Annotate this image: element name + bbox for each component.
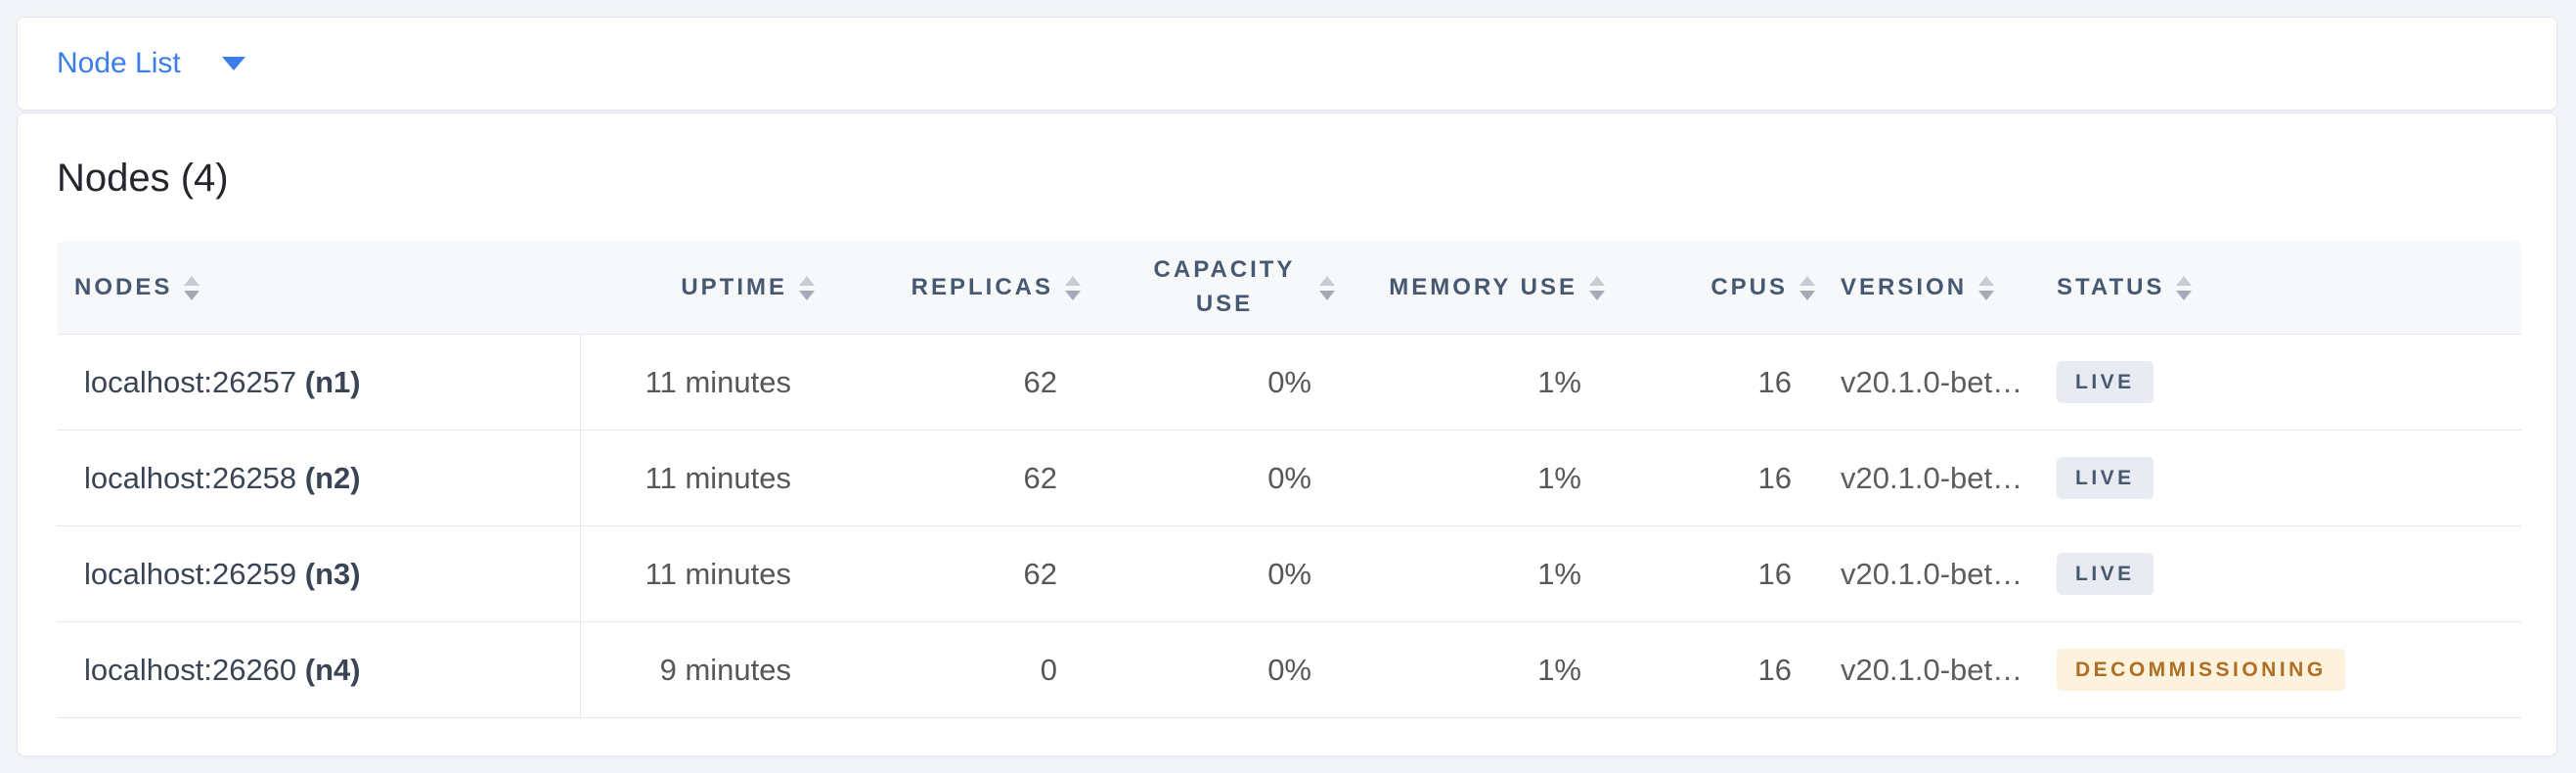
node-list-dropdown-label: Node List (57, 47, 181, 79)
nodes-table: NODES UPTIME REPLICAS (57, 242, 2521, 718)
memory-use-cell: 1% (1335, 430, 1605, 526)
node-id: (n2) (304, 460, 361, 495)
node-address-cell[interactable]: localhost:26258 (n2) (57, 430, 581, 526)
capacity-use-cell: 0% (1081, 525, 1335, 622)
sort-arrows-icon (1589, 275, 1605, 300)
column-label: UPTIME (681, 274, 787, 300)
column-label: STATUS (2057, 274, 2165, 300)
node-list-dropdown[interactable]: Node List (57, 49, 245, 78)
column-header-status[interactable]: STATUS (2032, 242, 2521, 335)
node-address-cell[interactable]: localhost:26257 (n1) (57, 334, 581, 431)
node-id: (n3) (304, 556, 361, 591)
column-label: VERSION (1841, 274, 1968, 300)
replicas-cell: 62 (815, 430, 1081, 526)
sort-arrows-icon (799, 275, 815, 300)
column-label: NODES (74, 274, 173, 300)
node-id: (n1) (304, 364, 361, 399)
version-cell: v20.1.0-bet… (1815, 621, 2032, 718)
view-selector-bar: Node List (17, 17, 2557, 111)
node-address-cell[interactable]: localhost:26259 (n3) (57, 525, 581, 622)
cpus-cell: 16 (1605, 430, 1815, 526)
uptime-cell: 11 minutes (580, 430, 815, 526)
status-badge: LIVE (2057, 553, 2154, 595)
capacity-use-cell: 0% (1081, 621, 1335, 718)
version-cell: v20.1.0-bet… (1815, 334, 2032, 431)
node-address-cell[interactable]: localhost:26260 (n4) (57, 621, 581, 718)
sort-arrows-icon (2176, 275, 2193, 300)
replicas-cell: 62 (815, 525, 1081, 622)
cpus-cell: 16 (1605, 621, 1815, 718)
nodes-card: Nodes (4) NODES UPTIME (17, 113, 2557, 756)
page-title: Nodes (4) (57, 157, 229, 200)
caret-down-icon (221, 57, 245, 70)
node-id: (n4) (304, 652, 361, 687)
status-cell: LIVE (2032, 430, 2521, 526)
status-badge: DECOMMISSIONING (2057, 649, 2345, 691)
column-header-replicas[interactable]: REPLICAS (815, 242, 1081, 335)
column-header-cpus[interactable]: CPUS (1605, 242, 1815, 335)
table-row: localhost:26260 (n4) 9 minutes 0 0% 1% 1… (57, 621, 2521, 718)
column-label: CAPACITY USE (1153, 256, 1296, 317)
column-label: REPLICAS (910, 274, 1053, 300)
memory-use-cell: 1% (1335, 621, 1605, 718)
column-header-memory-use[interactable]: MEMORY USE (1335, 242, 1605, 335)
uptime-cell: 11 minutes (580, 334, 815, 431)
column-header-version[interactable]: VERSION (1815, 242, 2032, 335)
version-cell: v20.1.0-bet… (1815, 525, 2032, 622)
table-header: NODES UPTIME REPLICAS (57, 242, 2521, 335)
column-header-nodes[interactable]: NODES (57, 242, 580, 335)
status-cell: DECOMMISSIONING (2032, 621, 2521, 718)
sort-arrows-icon (1978, 275, 1995, 300)
status-cell: LIVE (2032, 334, 2521, 431)
column-header-capacity-use[interactable]: CAPACITY USE (1081, 242, 1335, 335)
column-header-uptime[interactable]: UPTIME (580, 242, 815, 335)
capacity-use-cell: 0% (1081, 430, 1335, 526)
cpus-cell: 16 (1605, 334, 1815, 431)
column-label: CPUS (1710, 274, 1788, 300)
capacity-use-cell: 0% (1081, 334, 1335, 431)
status-cell: LIVE (2032, 525, 2521, 622)
status-badge: LIVE (2057, 457, 2154, 499)
table-row: localhost:26257 (n1) 11 minutes 62 0% 1%… (57, 334, 2521, 431)
memory-use-cell: 1% (1335, 334, 1605, 431)
replicas-cell: 0 (815, 621, 1081, 718)
sort-arrows-icon (1799, 275, 1815, 300)
uptime-cell: 11 minutes (580, 525, 815, 622)
replicas-cell: 62 (815, 334, 1081, 431)
version-cell: v20.1.0-bet… (1815, 430, 2032, 526)
sort-arrows-icon (1065, 275, 1081, 300)
cpus-cell: 16 (1605, 525, 1815, 622)
sort-arrows-icon (184, 275, 200, 300)
memory-use-cell: 1% (1335, 525, 1605, 622)
table-row: localhost:26258 (n2) 11 minutes 62 0% 1%… (57, 430, 2521, 526)
sort-arrows-icon (1319, 275, 1335, 300)
column-label: MEMORY USE (1389, 274, 1577, 300)
uptime-cell: 9 minutes (580, 621, 815, 718)
table-row: localhost:26259 (n3) 11 minutes 62 0% 1%… (57, 525, 2521, 622)
status-badge: LIVE (2057, 361, 2154, 403)
